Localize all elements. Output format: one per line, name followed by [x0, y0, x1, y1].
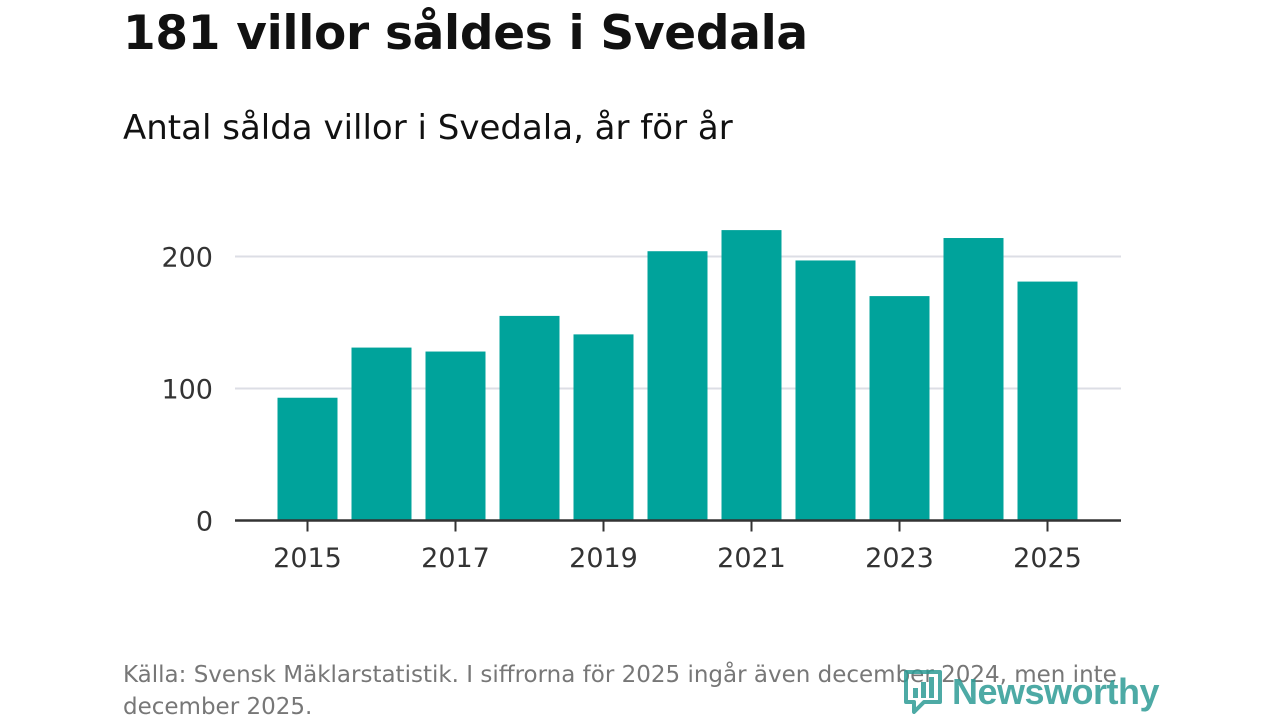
- x-tick-label-2025: 2025: [1013, 543, 1082, 574]
- y-tick-label-100: 100: [161, 375, 213, 406]
- bar-2016: [351, 347, 412, 521]
- bar-2025: [1017, 281, 1078, 521]
- bar-2023: [869, 296, 930, 521]
- newsworthy-logo-icon: [904, 670, 942, 714]
- bar-2021: [721, 230, 782, 521]
- x-tick-label-2023: 2023: [865, 543, 934, 574]
- newsworthy-logo: Newsworthy: [902, 668, 1160, 716]
- bar-2019: [573, 334, 634, 521]
- bar-2017: [425, 351, 486, 521]
- x-tick-label-2017: 2017: [421, 543, 490, 574]
- chart-subtitle: Antal sålda villor i Svedala, år för år: [123, 108, 733, 148]
- y-tick-label-200: 200: [161, 243, 213, 274]
- bar-2024: [943, 238, 1004, 521]
- x-tick-label-2021: 2021: [717, 543, 786, 574]
- source-note: Källa: Svensk Mäklarstatistik. I siffror…: [123, 662, 1117, 720]
- x-tick-label-2019: 2019: [569, 543, 638, 574]
- chart-title: 181 villor såldes i Svedala: [123, 6, 808, 61]
- brand-name: Newsworthy: [952, 671, 1160, 712]
- bar-2018: [499, 315, 560, 521]
- x-axis-ticks: 2015 2017 2019 2021 2023 2025: [273, 520, 1082, 574]
- bar-2022: [795, 260, 856, 521]
- bars: [277, 230, 1078, 521]
- bar-2020: [647, 251, 708, 521]
- y-axis-ticks: 0 100 200: [161, 243, 213, 538]
- bar-2015: [277, 397, 338, 521]
- x-tick-label-2015: 2015: [273, 543, 342, 574]
- y-tick-label-0: 0: [196, 507, 213, 538]
